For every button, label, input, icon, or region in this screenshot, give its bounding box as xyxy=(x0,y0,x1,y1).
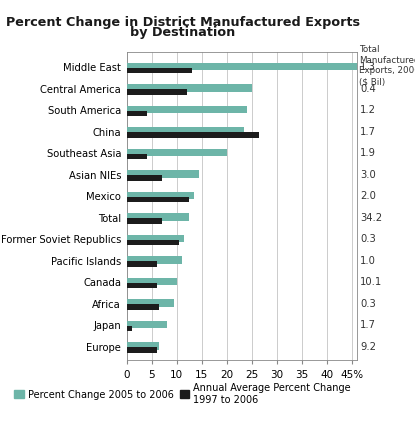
Bar xyxy=(127,106,247,114)
Bar xyxy=(127,154,146,160)
Text: 3.0: 3.0 xyxy=(360,170,376,179)
Bar xyxy=(127,343,159,350)
Text: 1.0: 1.0 xyxy=(360,255,376,265)
Bar xyxy=(127,262,156,268)
Text: 34.2: 34.2 xyxy=(360,212,382,222)
Text: Percent Change in District Manufactured Exports: Percent Change in District Manufactured … xyxy=(5,16,360,29)
Bar xyxy=(127,321,167,328)
Text: 1.7: 1.7 xyxy=(360,320,376,330)
Text: 1.9: 1.9 xyxy=(360,148,376,158)
Bar xyxy=(127,192,194,200)
Text: 0.4: 0.4 xyxy=(360,83,376,94)
Bar xyxy=(127,133,259,138)
Text: 2.0: 2.0 xyxy=(360,191,376,201)
Bar xyxy=(127,111,146,117)
Bar xyxy=(127,213,189,221)
Text: 0.3: 0.3 xyxy=(360,298,376,308)
Bar xyxy=(127,299,174,307)
Bar xyxy=(127,171,199,178)
Bar xyxy=(127,256,182,264)
Bar xyxy=(127,347,156,353)
Text: 1.7: 1.7 xyxy=(360,127,376,136)
Bar xyxy=(127,149,227,157)
Text: 1.3: 1.3 xyxy=(360,62,376,72)
Bar xyxy=(127,69,192,74)
Text: by Destination: by Destination xyxy=(130,26,235,38)
Bar xyxy=(127,176,161,181)
Bar xyxy=(127,197,189,203)
Bar xyxy=(127,90,187,96)
Bar xyxy=(127,128,244,135)
Text: 9.2: 9.2 xyxy=(360,341,376,351)
Bar xyxy=(127,278,177,285)
Text: 10.1: 10.1 xyxy=(360,277,382,287)
Bar xyxy=(127,240,179,246)
Bar xyxy=(127,283,156,289)
Legend: Percent Change 2005 to 2006, Annual Average Percent Change
1997 to 2006: Percent Change 2005 to 2006, Annual Aver… xyxy=(15,382,351,404)
Bar xyxy=(127,235,184,242)
Bar xyxy=(127,326,132,332)
Text: 0.3: 0.3 xyxy=(360,234,376,244)
Bar xyxy=(127,63,415,71)
Bar xyxy=(127,219,161,225)
Bar xyxy=(127,85,252,92)
Text: 1.2: 1.2 xyxy=(360,105,376,115)
Bar xyxy=(127,304,159,310)
Text: Total
Manufactured
Exports, 2006
($ Bil): Total Manufactured Exports, 2006 ($ Bil) xyxy=(359,45,415,86)
